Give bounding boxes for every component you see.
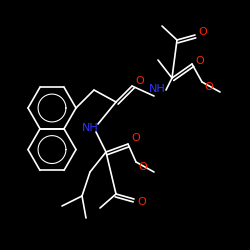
Text: NH: NH xyxy=(148,84,166,94)
Text: O: O xyxy=(138,197,146,207)
Text: NH: NH xyxy=(82,123,98,133)
Text: O: O xyxy=(132,133,140,143)
Text: O: O xyxy=(204,82,214,92)
Text: O: O xyxy=(198,27,207,37)
Text: O: O xyxy=(138,162,147,172)
Text: O: O xyxy=(136,76,144,86)
Text: O: O xyxy=(196,56,204,66)
